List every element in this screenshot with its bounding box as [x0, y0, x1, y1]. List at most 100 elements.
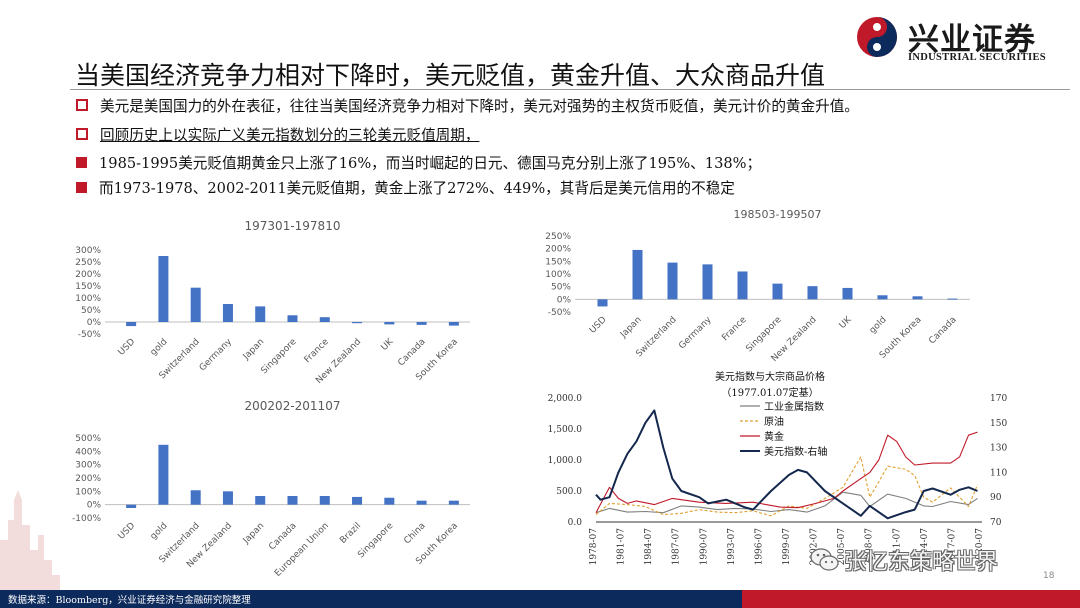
y-tick-label: 100%: [75, 487, 101, 497]
bar: [416, 322, 427, 325]
bar: [772, 283, 783, 300]
logo-chinese-name: 兴业证券: [908, 22, 1036, 58]
x-tick-label: Germany: [677, 315, 714, 352]
x-tick-label: USD: [588, 315, 609, 336]
x-tick-label: Japan: [618, 315, 644, 341]
x-tick-label: 1993-07: [727, 528, 737, 566]
bar: [287, 315, 298, 322]
source-note: 数据来源：Bloomberg，兴业证券经济与金融研究院整理: [8, 595, 251, 606]
y-tick-label: 50%: [81, 306, 101, 316]
x-tick-label: France: [720, 315, 749, 344]
page-title: 当美国经济竞争力相对下降时，美元贬值，黄金升值、大众商品升值: [75, 61, 826, 90]
solid-square-bullet-icon: [76, 181, 87, 193]
bar: [255, 496, 266, 505]
y-tick-label: 150%: [545, 257, 571, 267]
x-tick-label: Japan: [241, 521, 267, 547]
bar: [319, 317, 330, 322]
bar: [947, 298, 958, 300]
x-tick-label: Brazil: [338, 521, 363, 546]
y-tick-label: 200%: [75, 474, 101, 484]
x-tick-label: 1996-07: [754, 528, 764, 566]
y-tick-label: 0%: [557, 295, 572, 305]
x-tick-label: 1978-07: [589, 528, 599, 566]
bullet-item: 回顾历史上以实际广义美元指数划分的三轮美元贬值周期，: [76, 122, 479, 146]
line-chart-usd-commodities: 美元指数与大宗商品价格 （1977.01.07定基） 2,000.0 1,500.0 1…: [548, 370, 1008, 566]
right-y-tick-label: 130: [990, 444, 1007, 454]
x-tick-label: Japan: [241, 337, 267, 363]
y-tick-label: 200%: [545, 245, 571, 255]
x-tick-label: 1984-07: [644, 528, 654, 566]
company-logo: 兴业证券 INDUSTRIAL SECURITIES: [856, 14, 1068, 64]
series-line: [595, 491, 978, 514]
chart-title: 200202-201107: [245, 399, 341, 413]
series-line: [595, 456, 979, 517]
bullet-text: 美元是美国国力的外在表征，往往当美国经济竞争力相对下降时，美元对强势的主权货币贬…: [100, 97, 859, 115]
y-tick-label: 100%: [545, 270, 571, 280]
y-tick-label: -50%: [548, 308, 572, 318]
y-tick-label: 0%: [87, 318, 102, 328]
wechat-icon: [810, 548, 839, 571]
skyline-decoration: [0, 490, 60, 590]
x-tick-label: 2017-07: [947, 528, 957, 566]
x-tick-label: gold: [149, 337, 170, 358]
solid-square-bullet-icon: [76, 156, 87, 168]
x-tick-label: 2005-07: [837, 528, 847, 566]
x-tick-label: Canada: [267, 521, 298, 552]
left-y-tick-label: 2,000.0: [548, 394, 583, 404]
right-y-tick-label: 170: [990, 394, 1007, 404]
x-tick-label: USD: [117, 337, 138, 358]
bar: [702, 264, 713, 300]
bar: [384, 322, 395, 325]
x-tick-label: USD: [117, 521, 138, 542]
bar: [384, 497, 395, 505]
x-tick-label: gold: [149, 521, 170, 542]
series-line: [595, 431, 978, 513]
bar: [737, 271, 748, 300]
bar: [807, 286, 818, 300]
bar: [352, 496, 363, 505]
right-y-tick-label: 110: [990, 468, 1007, 478]
y-tick-label: 250%: [545, 232, 571, 242]
x-tick-label: UK: [380, 336, 397, 353]
x-tick-label: 1999-07: [782, 528, 792, 566]
series-line: [595, 409, 978, 520]
x-tick-label: 2020-07: [975, 528, 985, 566]
y-tick-label: 50%: [551, 283, 571, 293]
watermark: 张忆东策略世界: [810, 544, 998, 576]
bar: [222, 304, 233, 322]
bar: [448, 500, 459, 505]
bar: [416, 500, 427, 505]
bullet-item: 美元是美国国力的外在表征，往往当美国经济竞争力相对下降时，美元对强势的主权货币贬…: [76, 93, 859, 117]
legend-label: 美元指数-右轴: [764, 445, 827, 458]
x-tick-label: gold: [868, 315, 889, 336]
right-y-tick-label: 90: [990, 493, 1002, 503]
bar-chart-1985-1995: 198503-199507 250% 200% 150% 100% 50% 0% -50% US…: [545, 208, 970, 364]
chart-title: 美元指数与大宗商品价格: [715, 370, 825, 383]
logo-swirl-icon: [857, 17, 897, 57]
footer-accent: [742, 590, 1080, 608]
bar: [448, 322, 459, 326]
legend-label: 工业金属指数: [764, 400, 824, 413]
bullet-item: 1985-1995美元贬值期黄金只上涨了16%，而当时崛起的日元、德国马克分别上…: [76, 150, 761, 174]
legend-label: 原油: [764, 415, 784, 428]
x-tick-label: 2008-07: [865, 528, 875, 566]
bar: [597, 299, 608, 307]
y-tick-label: 200%: [75, 270, 101, 280]
bar: [667, 262, 678, 300]
bar: [352, 322, 363, 324]
left-y-tick-label: 1,000.0: [548, 456, 583, 466]
x-tick-label: China: [402, 521, 427, 546]
y-tick-label: 300%: [75, 461, 101, 471]
bar: [126, 322, 137, 327]
x-tick-label: Singapore: [259, 337, 299, 377]
x-tick-label: 1981-07: [617, 528, 627, 566]
y-tick-label: 100%: [75, 294, 101, 304]
bullet-text: 1985-1995美元贬值期黄金只上涨了16%，而当时崛起的日元、德国马克分别上…: [99, 154, 762, 172]
x-tick-label: Canada: [927, 315, 958, 346]
watermark-text: 张忆东策略世界: [844, 550, 999, 575]
x-tick-label: UK: [838, 314, 855, 331]
x-tick-label: Singapore: [356, 521, 396, 561]
y-tick-label: -100%: [72, 514, 101, 524]
bar: [255, 306, 266, 322]
y-tick-label: 300%: [75, 246, 101, 256]
